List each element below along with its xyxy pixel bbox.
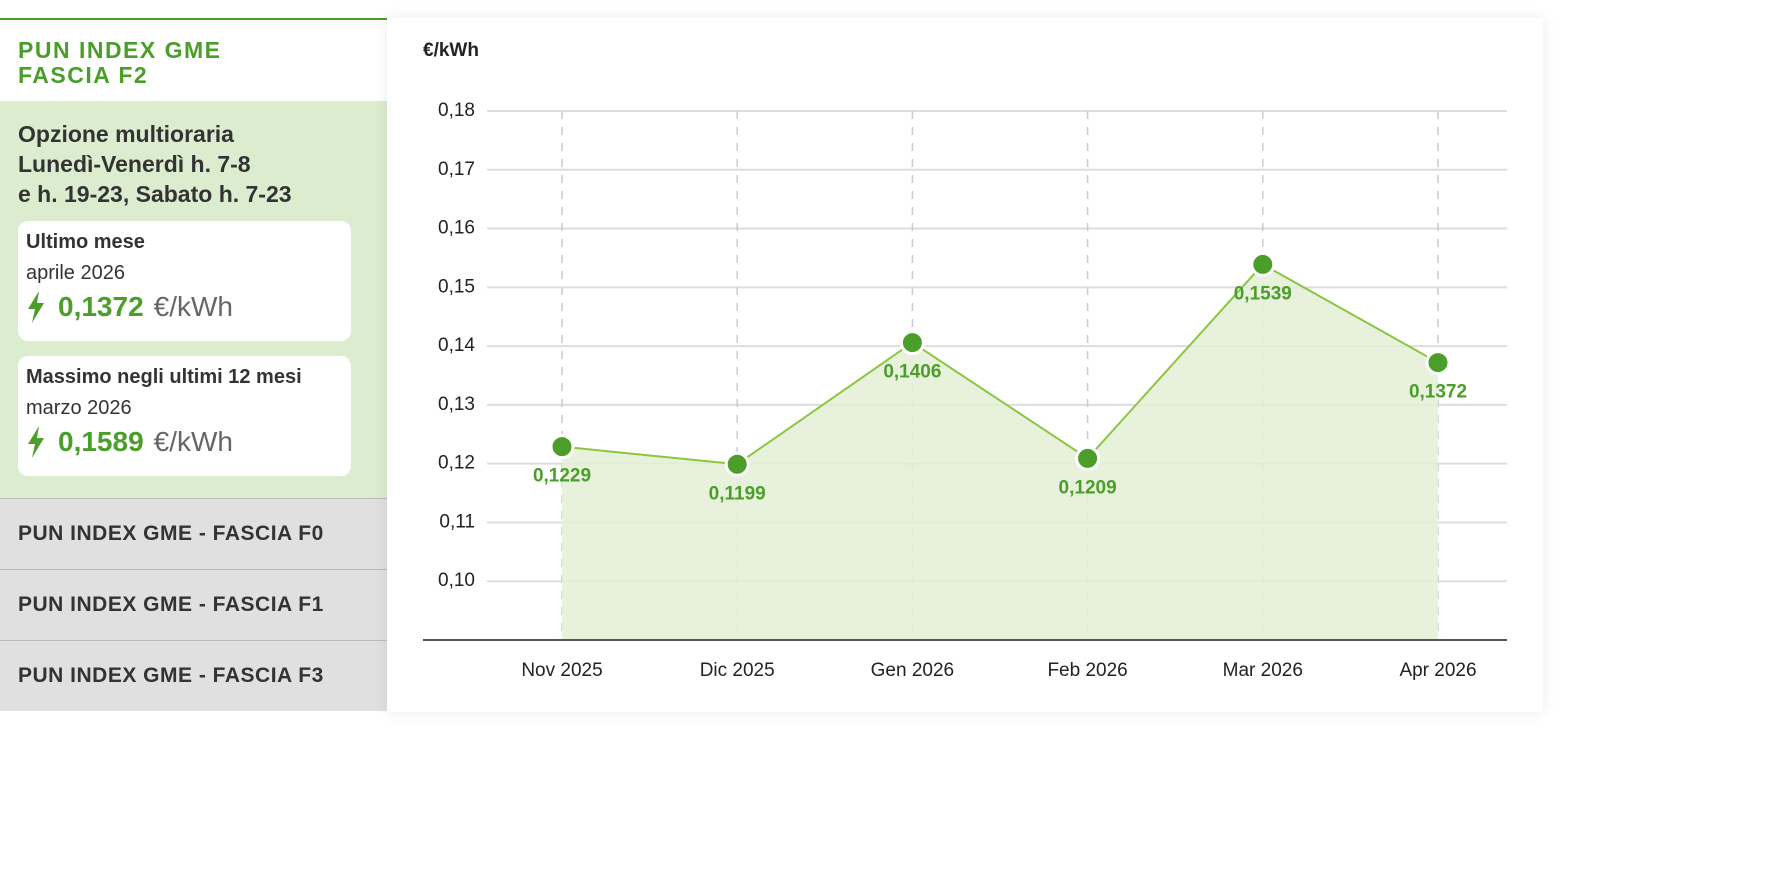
chart: €/kWh 0,10 0,11 0,12 0,13 0,14 0,15 0,16 0,17 0,… bbox=[423, 40, 1507, 681]
chart-card: €/kWh 0,10 0,11 0,12 0,13 0,14 0,15 0,16 0,17 0,… bbox=[387, 18, 1543, 712]
y-tick-label: 0,12 bbox=[438, 453, 475, 474]
card-title: Ultimo mese bbox=[26, 231, 145, 253]
area bbox=[562, 264, 1438, 640]
y-tick-label: 0,16 bbox=[438, 218, 475, 239]
data-label: 0,1406 bbox=[883, 362, 941, 383]
card-value-row: 0,1372 €/kWh bbox=[26, 291, 343, 323]
x-tick-label: Nov 2025 bbox=[521, 660, 602, 681]
data-label: 0,1372 bbox=[1409, 382, 1467, 403]
data-label: 0,1209 bbox=[1059, 477, 1117, 498]
y-tick-label: 0,10 bbox=[438, 570, 475, 591]
card-value: 0,1589 bbox=[58, 426, 144, 457]
card-period: marzo 2026 bbox=[26, 397, 132, 419]
side-panel: PUN INDEX GME FASCIA F2 Opzione multiora… bbox=[0, 18, 387, 711]
card: Massimo negli ultimi 12 mesi marzo 2026 … bbox=[18, 356, 351, 476]
card-unit: €/kWh bbox=[153, 291, 233, 322]
card-value-row: 0,1589 €/kWh bbox=[26, 426, 343, 458]
card-unit: €/kWh bbox=[153, 426, 233, 457]
tab[interactable]: PUN INDEX GME - FASCIA F1 bbox=[0, 569, 387, 640]
card-value: 0,1372 bbox=[58, 291, 144, 322]
point bbox=[724, 451, 750, 477]
card-title: Massimo negli ultimi 12 mesi bbox=[26, 366, 302, 388]
x-tick-label: Dic 2025 bbox=[700, 660, 775, 681]
point bbox=[1075, 445, 1101, 471]
point bbox=[549, 434, 575, 460]
tab[interactable]: PUN INDEX GME - FASCIA F0 bbox=[0, 498, 387, 569]
x-tick-label: Gen 2026 bbox=[871, 660, 954, 681]
bolt-icon bbox=[28, 291, 44, 323]
x-tick-label: Apr 2026 bbox=[1399, 660, 1476, 681]
y-tick-label: 0,13 bbox=[438, 394, 475, 415]
y-tick-label: 0,17 bbox=[438, 159, 475, 180]
y-axis-title: €/kWh bbox=[423, 40, 479, 61]
point bbox=[1425, 350, 1451, 376]
y-tick-label: 0,11 bbox=[439, 511, 475, 532]
bolt-icon bbox=[28, 426, 44, 458]
data-label: 0,1229 bbox=[533, 466, 591, 487]
y-tick-label: 0,18 bbox=[438, 100, 475, 121]
x-tick-label: Mar 2026 bbox=[1223, 660, 1303, 681]
data-label: 0,1199 bbox=[709, 483, 766, 504]
tab[interactable]: PUN INDEX GME - FASCIA F3 bbox=[0, 640, 387, 711]
active-section: Opzione multioraria Lunedì-Venerdì h. 7-… bbox=[0, 101, 387, 498]
point bbox=[899, 330, 925, 356]
card: Ultimo mese aprile 2026 0,1372 €/kWh bbox=[18, 221, 351, 341]
point bbox=[1250, 251, 1276, 277]
description: Opzione multioraria Lunedì-Venerdì h. 7-… bbox=[18, 121, 292, 207]
data-label: 0,1539 bbox=[1234, 283, 1292, 304]
y-tick-label: 0,15 bbox=[438, 276, 475, 297]
y-tick-label: 0,14 bbox=[438, 335, 475, 356]
card-period: aprile 2026 bbox=[26, 262, 125, 284]
x-tick-label: Feb 2026 bbox=[1047, 660, 1127, 681]
line bbox=[561, 263, 1439, 466]
panel-title: PUN INDEX GME FASCIA F2 bbox=[0, 18, 387, 101]
